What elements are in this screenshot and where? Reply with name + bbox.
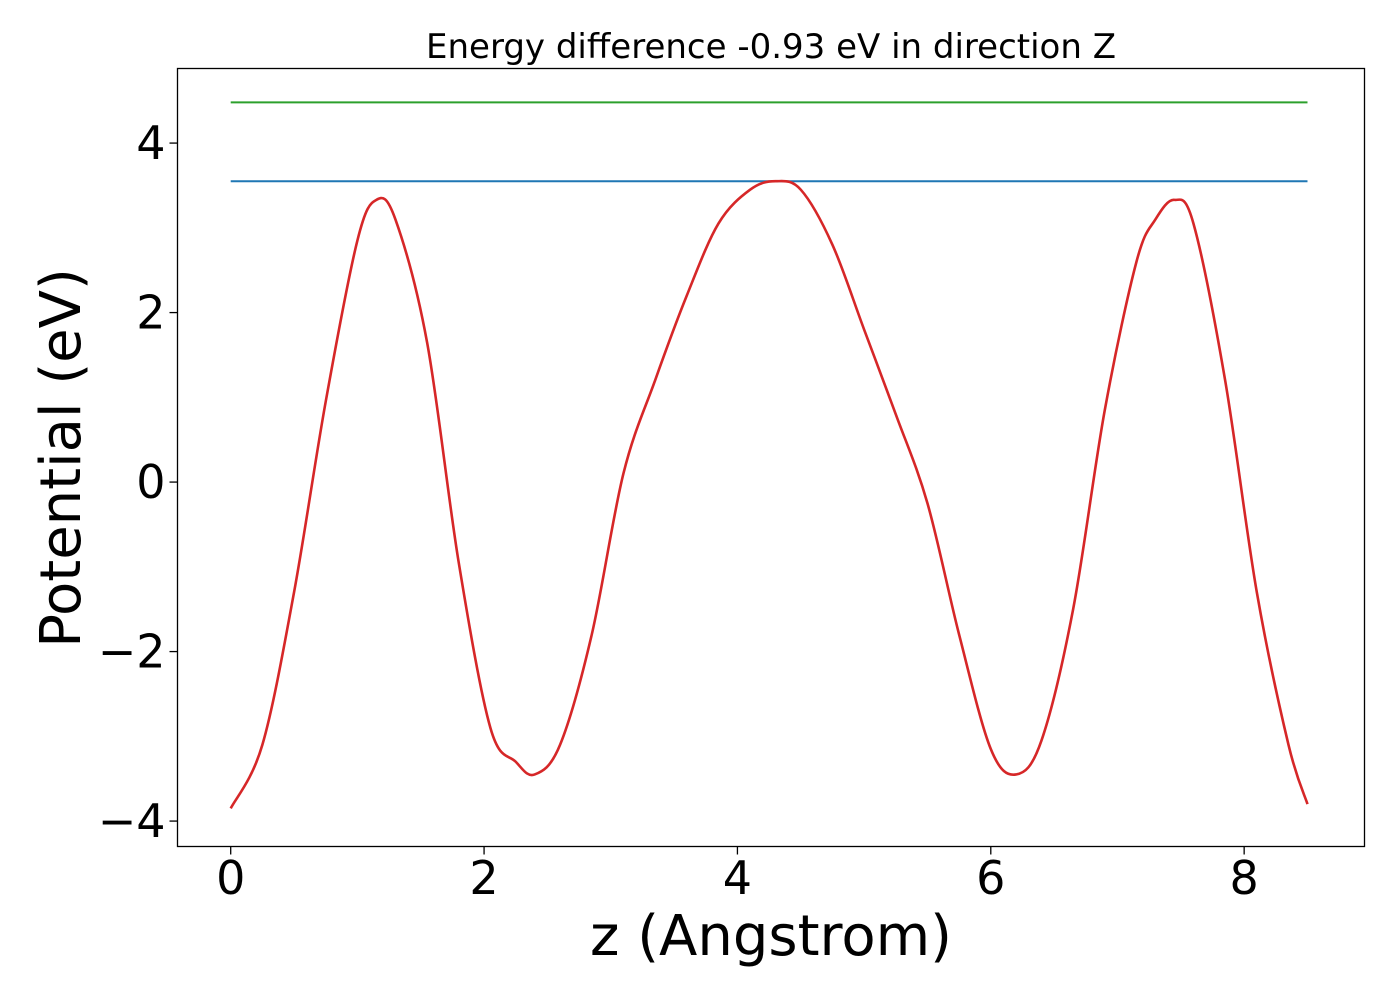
- plot-frame: [176, 67, 1366, 848]
- y-tick-label: 0: [136, 455, 165, 509]
- y-tick-label: −4: [98, 794, 166, 848]
- x-tick-label: 6: [976, 851, 1005, 905]
- y-tick-label: 4: [136, 116, 165, 170]
- potential-curve: [229, 179, 1309, 809]
- x-tick-label: 2: [469, 851, 498, 905]
- y-tick-label: 2: [136, 286, 165, 340]
- x-tick-label: 0: [216, 851, 245, 905]
- y-axis: −4 −2 0 2 4: [98, 116, 178, 848]
- chart-title: Energy difference -0.93 eV in direction …: [426, 27, 1116, 67]
- x-tick-label: 4: [723, 851, 752, 905]
- x-tick-label: 8: [1230, 851, 1259, 905]
- x-axis: 0 2 4 6 8: [216, 846, 1259, 905]
- y-tick-label: −2: [98, 625, 166, 679]
- x-axis-label: z (Angstrom): [590, 904, 952, 969]
- y-axis-label: Potential (eV): [29, 268, 94, 648]
- series-layer: [229, 101, 1309, 809]
